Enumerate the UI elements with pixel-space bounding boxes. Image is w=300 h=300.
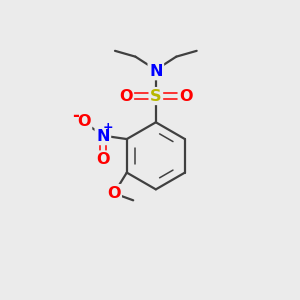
Text: +: +	[103, 122, 113, 134]
Text: N: N	[96, 129, 110, 144]
Text: -: -	[72, 107, 79, 125]
Text: O: O	[119, 88, 133, 104]
Text: S: S	[150, 88, 162, 104]
Text: N: N	[149, 64, 163, 79]
Text: O: O	[96, 152, 110, 167]
Text: O: O	[179, 88, 193, 104]
Text: O: O	[107, 185, 120, 200]
Text: O: O	[77, 114, 91, 129]
